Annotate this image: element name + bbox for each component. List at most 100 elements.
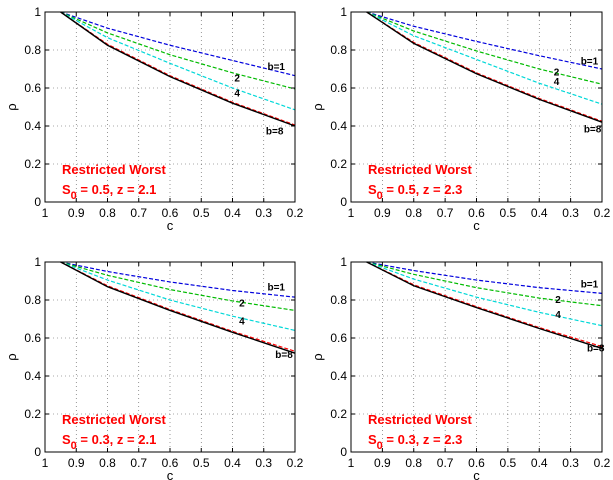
chart-panel-1: b=1 2 4 b=8 1 0.9 0.8 0.7 0.6 0.5 0.4 0.3 0.2 0 0.2 0.4… (4, 5, 304, 233)
y-tick-label: 0 (34, 195, 41, 209)
y-tick-label: 0.4 (24, 119, 41, 133)
annotation-title: Restricted Worst (368, 162, 472, 177)
x-tick-label: 0.2 (287, 206, 304, 220)
x-tick-label: 1 (42, 456, 49, 470)
y-tick-label: 0.4 (24, 369, 41, 383)
y-tick-label: 0.6 (24, 331, 41, 345)
series-line-4 (60, 261, 296, 331)
series-line-4 (60, 11, 296, 111)
curve-label: b=8 (266, 127, 284, 138)
series-line-envelope (60, 11, 296, 127)
y-tick-label: 0.6 (330, 331, 347, 345)
y-axis-label: ρ (310, 353, 325, 360)
x-tick-label: 0.3 (255, 456, 272, 470)
y-tick-label: 0.4 (330, 369, 347, 383)
curve-label: 2 (554, 68, 560, 79)
curve-label: b=8 (584, 125, 602, 136)
curve-label: 2 (239, 299, 245, 310)
x-tick-label: 0.9 (68, 456, 85, 470)
y-tick-label: 0 (340, 195, 347, 209)
curve-label: 2 (555, 295, 561, 306)
x-axis-label: c (473, 468, 480, 480)
plot-area (45, 12, 295, 202)
y-tick-label: 0.2 (330, 157, 347, 171)
series-line-b1 (60, 11, 296, 77)
annotation-title: Restricted Worst (368, 412, 472, 427)
y-axis-label: ρ (4, 103, 19, 110)
series-line-b8 (366, 261, 603, 348)
series-line-b1 (60, 261, 296, 298)
x-tick-label: 0.5 (193, 206, 210, 220)
y-tick-label: 0 (34, 445, 41, 459)
y-tick-label: 0.2 (24, 157, 41, 171)
curve-label: 4 (234, 89, 240, 100)
x-tick-label: 0.6 (162, 456, 179, 470)
curve-label: 4 (239, 317, 245, 328)
x-tick-label: 0.8 (405, 206, 422, 220)
x-tick-label: 0.2 (594, 206, 611, 220)
series-line-4 (366, 261, 603, 327)
x-tick-label: 0.7 (437, 456, 454, 470)
x-axis-label: c (473, 218, 480, 233)
series-line-envelope (60, 261, 296, 354)
y-tick-label: 0.2 (330, 407, 347, 421)
series-line-b1 (366, 261, 603, 294)
x-tick-label: 0.4 (531, 206, 548, 220)
series-line-b8 (60, 261, 296, 352)
curve-label: 4 (555, 310, 561, 321)
chart-panel-2: b=1 24 b=8 1 0.9 0.8 0.7 0.6 0.5 0.4 0.3 0.2 0 0.2 0.4… (310, 5, 611, 233)
y-tick-label: 0.8 (330, 43, 347, 57)
curve-label: b=1 (267, 62, 285, 73)
x-tick-label: 0.9 (68, 206, 85, 220)
x-tick-label: 0.8 (99, 206, 116, 220)
x-tick-label: 0.6 (468, 206, 485, 220)
plot-area (351, 262, 602, 452)
curve-label: b=8 (275, 350, 293, 361)
x-tick-label: 0.7 (130, 456, 147, 470)
x-tick-label: 0.9 (374, 456, 391, 470)
x-tick-label: 0.6 (468, 456, 485, 470)
series-line-2 (366, 261, 603, 307)
y-tick-label: 1 (340, 255, 347, 269)
y-tick-label: 1 (34, 5, 41, 19)
y-axis-label: ρ (310, 103, 325, 110)
curve-label: 2 (234, 73, 240, 84)
x-axis-label: c (167, 468, 174, 480)
y-tick-label: 1 (34, 255, 41, 269)
plot-area (45, 262, 295, 452)
x-tick-label: 0.7 (437, 206, 454, 220)
y-tick-label: 0 (340, 445, 347, 459)
y-tick-label: 0.6 (330, 81, 347, 95)
y-tick-label: 0.8 (330, 293, 347, 307)
y-axis-label: ρ (4, 353, 19, 360)
x-tick-label: 0.6 (162, 206, 179, 220)
x-tick-label: 0.3 (562, 206, 579, 220)
x-tick-label: 0.4 (224, 456, 241, 470)
y-tick-label: 0.4 (330, 119, 347, 133)
x-tick-label: 0.8 (405, 456, 422, 470)
curve-label: b=8 (587, 343, 605, 354)
y-tick-label: 0.8 (24, 43, 41, 57)
annotation-params: S0 = 0.5, z = 2.1 (62, 182, 156, 202)
x-tick-label: 0.8 (99, 456, 116, 470)
series-line-2 (366, 11, 603, 85)
x-tick-label: 0.5 (500, 206, 517, 220)
x-tick-label: 0.9 (374, 206, 391, 220)
series-line-2 (60, 261, 296, 312)
x-tick-label: 0.2 (594, 456, 611, 470)
series-line-envelope (366, 11, 603, 123)
x-tick-label: 0.4 (224, 206, 241, 220)
curve-label: b=1 (581, 280, 599, 291)
y-tick-label: 0.6 (24, 81, 41, 95)
x-tick-label: 0.3 (255, 206, 272, 220)
x-tick-label: 0.5 (500, 456, 517, 470)
annotation-params: S0 = 0.3, z = 2.1 (62, 432, 156, 452)
x-tick-label: 0.4 (531, 456, 548, 470)
curve-label: b=1 (267, 283, 285, 294)
chart-panel-4: b=1 2 4 b=8 1 0.9 0.8 0.7 0.6 0.5 0.4 0.3 0.2 0 0.2 0.4… (310, 255, 611, 480)
x-tick-label: 0.3 (562, 456, 579, 470)
series-line-2 (60, 11, 296, 90)
x-tick-label: 0.5 (193, 456, 210, 470)
annotation-params: S0 = 0.5, z = 2.3 (368, 182, 462, 202)
